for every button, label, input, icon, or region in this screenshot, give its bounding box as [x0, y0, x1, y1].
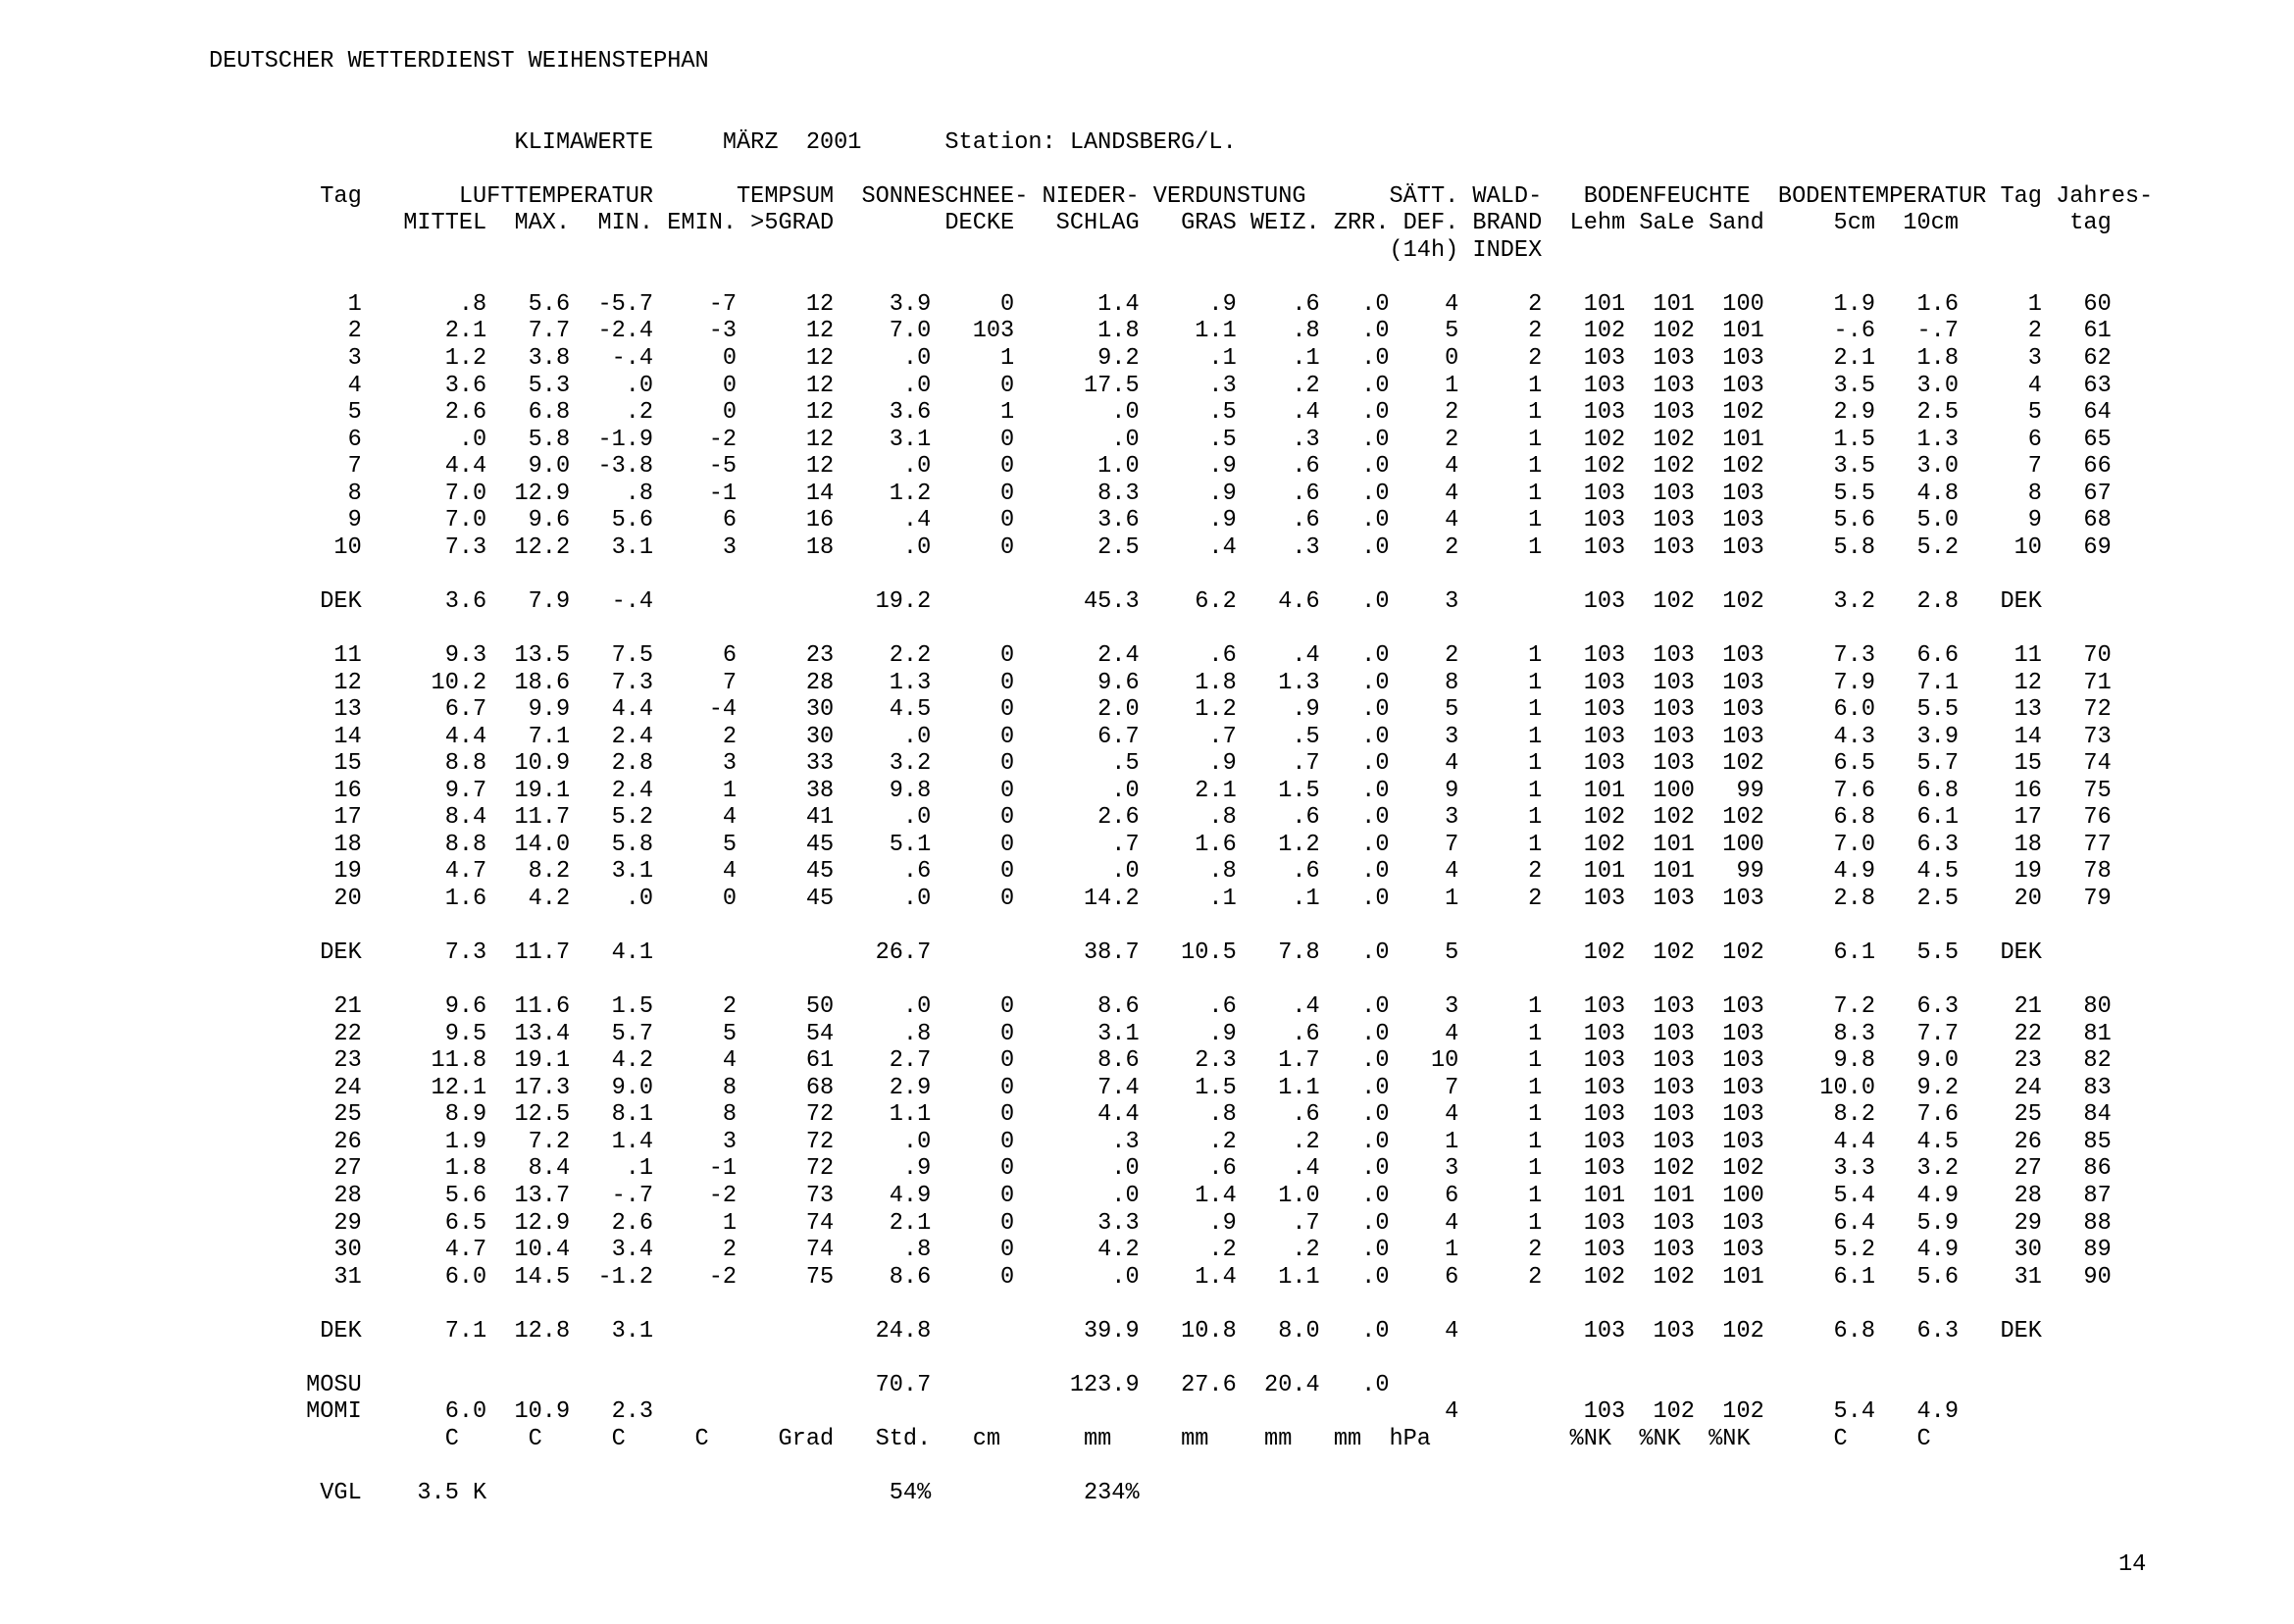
page-number: 14 [2118, 1553, 2147, 1570]
climate-report-text: DEUTSCHER WETTERDIENST WEIHENSTEPHAN KLI… [209, 48, 2154, 1506]
